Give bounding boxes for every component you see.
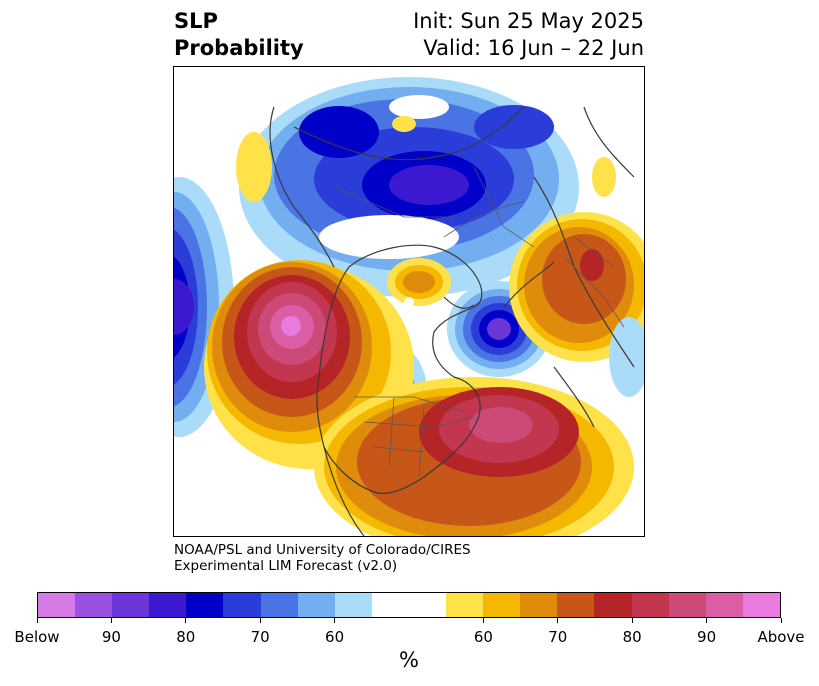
- colorbar-tick-mark: [334, 618, 336, 623]
- colorbar-segment: [668, 593, 706, 617]
- colorbar: [37, 592, 781, 618]
- colorbar-segment: [408, 593, 447, 617]
- colorbar-segment: [483, 593, 521, 617]
- colorbar-segment: [75, 593, 113, 617]
- above-normal-regions: [204, 116, 644, 536]
- title-block: SLP Probability: [174, 8, 304, 62]
- colorbar-segment: [446, 593, 484, 617]
- colorbar-tick-label: 70: [250, 628, 270, 646]
- colorbar-segment: [186, 593, 224, 617]
- colorbar-tick-mark: [706, 618, 708, 623]
- colorbar-tick-mark: [259, 618, 261, 623]
- borders: [333, 166, 625, 478]
- colorbar-tick-mark: [36, 618, 38, 623]
- valid-range: Valid: 16 Jun – 22 Jun: [423, 36, 644, 60]
- colorbar-segment: [149, 593, 187, 617]
- colorbar-tick-mark: [482, 618, 484, 623]
- date-block: Init: Sun 25 May 2025 Valid: 16 Jun – 22…: [413, 8, 644, 62]
- colorbar-tick-mark: [557, 618, 559, 623]
- colorbar-tick-label: 90: [101, 628, 121, 646]
- colorbar-tick-label: Below: [14, 628, 60, 646]
- variable-title: SLP: [174, 9, 218, 33]
- map-svg: [174, 77, 644, 536]
- colorbar-segment: [260, 593, 298, 617]
- colorbar-tick-label: 90: [697, 628, 717, 646]
- colorbar-tick-label: 70: [548, 628, 568, 646]
- forecast-map: [173, 66, 645, 537]
- colorbar-segment: [112, 593, 150, 617]
- colorbar-tick-mark: [185, 618, 187, 623]
- credit-line-1: NOAA/PSL and University of Colorado/CIRE…: [174, 542, 471, 558]
- colorbar-tick-mark: [780, 618, 782, 623]
- credit-text: NOAA/PSL and University of Colorado/CIRE…: [174, 542, 471, 574]
- colorbar-tick-label: 80: [176, 628, 196, 646]
- colorbar-tick-label: 60: [473, 628, 493, 646]
- colorbar-tick-mark: [110, 618, 112, 623]
- colorbar-segment: [631, 593, 669, 617]
- colorbar-tick-label: 80: [622, 628, 642, 646]
- colorbar-segment: [594, 593, 632, 617]
- colorbar-segment: [371, 593, 409, 617]
- colorbar-segment: [223, 593, 261, 617]
- credit-line-2: Experimental LIM Forecast (v2.0): [174, 558, 398, 574]
- colorbar-unit: %: [399, 648, 419, 672]
- colorbar-segment: [742, 593, 780, 617]
- colorbar-segment: [520, 593, 558, 617]
- colorbar-segment: [705, 593, 743, 617]
- colorbar-segment: [557, 593, 595, 617]
- product-title: Probability: [174, 36, 304, 60]
- colorbar-segment: [38, 593, 76, 617]
- colorbar-tick-label: 60: [325, 628, 345, 646]
- colorbar-tick-label: Above: [757, 628, 805, 646]
- colorbar-segment: [334, 593, 372, 617]
- colorbar-tick-mark: [631, 618, 633, 623]
- init-date: Init: Sun 25 May 2025: [413, 9, 644, 33]
- colorbar-segment: [297, 593, 335, 617]
